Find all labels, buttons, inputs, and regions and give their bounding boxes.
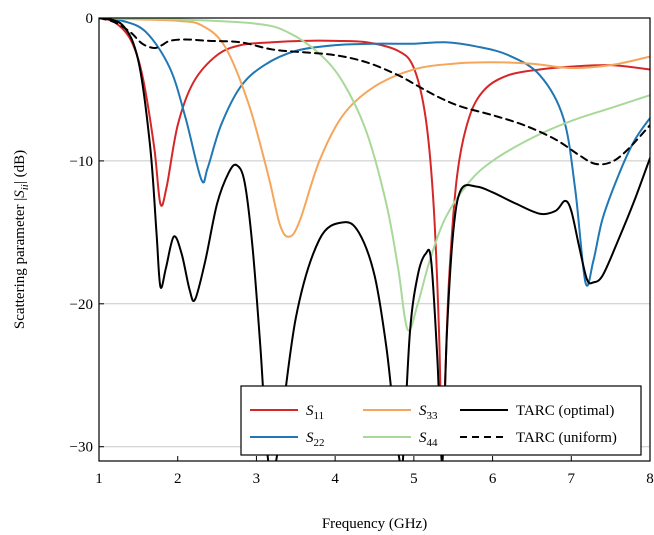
- x-tick-label: 6: [489, 471, 497, 487]
- axis-ticks: 0 −10 −20 −301 2 3 4 5 6 7 8: [70, 11, 654, 487]
- series-line-s44: [99, 18, 650, 332]
- x-tick-label: 5: [410, 471, 418, 487]
- series-layer: [99, 18, 650, 461]
- legend-label: S33: [419, 403, 438, 422]
- legend-entry-s22: S22: [250, 430, 325, 449]
- y-tick-label: −10: [70, 154, 93, 170]
- legend-entry-s44: S44: [363, 430, 438, 449]
- legend-entry-s11: S11: [250, 403, 324, 422]
- legend: S11 S33 TARC (optimal) S22 S44 TARC (uniform): [240, 385, 642, 456]
- y-tick-label: −30: [70, 440, 93, 456]
- y-tick-label: −20: [70, 297, 93, 313]
- series-line-tarc-optimal: [99, 18, 650, 461]
- y-tick-label: 0: [86, 11, 94, 27]
- legend-entry-tarc-uniform: TARC (uniform): [460, 430, 617, 446]
- legend-label: S22: [306, 430, 325, 449]
- x-tick-label: 1: [95, 471, 103, 487]
- x-tick-label: 8: [646, 471, 654, 487]
- legend-label: S11: [306, 403, 324, 422]
- series-line-s33: [99, 18, 650, 238]
- grid: [99, 17, 650, 448]
- series-line-s11: [99, 18, 650, 461]
- x-axis-label: Frequency (GHz): [322, 516, 427, 532]
- series-line-s22: [99, 18, 650, 287]
- plot-frame: [98, 17, 651, 462]
- legend-label: TARC (uniform): [516, 430, 617, 446]
- legend-label: S44: [419, 430, 438, 449]
- y-axis-label: Scattering parameter |Sii| (dB): [12, 150, 31, 329]
- x-tick-label: 2: [174, 471, 182, 487]
- legend-entry-s33: S33: [363, 403, 438, 422]
- series-line-tarc-uniform: [99, 18, 650, 166]
- x-tick-label: 4: [331, 471, 339, 487]
- legend-box: [240, 385, 642, 456]
- x-tick-label: 3: [253, 471, 261, 487]
- legend-entry-tarc-optimal: TARC (optimal): [460, 403, 614, 419]
- x-tick-label: 7: [568, 471, 576, 487]
- legend-label: TARC (optimal): [516, 403, 614, 419]
